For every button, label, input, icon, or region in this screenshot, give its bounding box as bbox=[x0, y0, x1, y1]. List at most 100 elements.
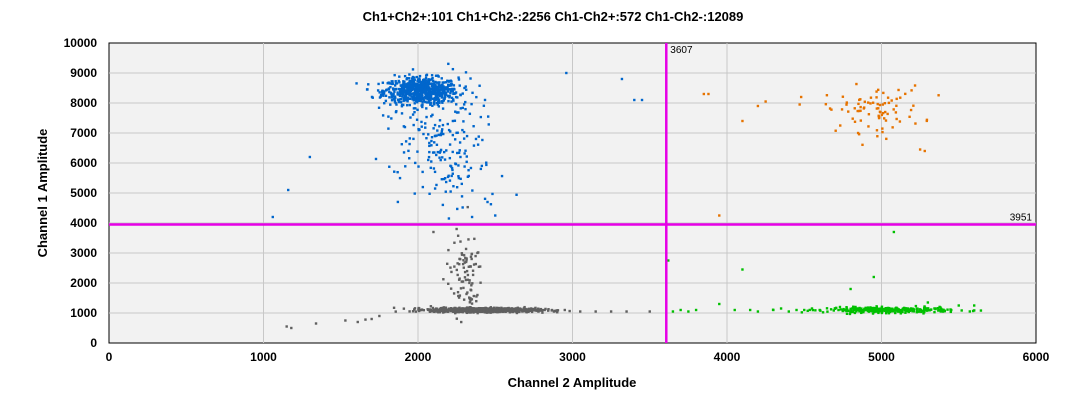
point-ch1-ch2 bbox=[447, 248, 450, 252]
point-ch1-ch2 bbox=[883, 101, 887, 105]
point-ch1-ch2 bbox=[748, 308, 752, 312]
point-ch1-ch2 bbox=[438, 100, 441, 104]
point-ch1-ch2 bbox=[425, 82, 429, 85]
point-ch1-ch2 bbox=[857, 133, 861, 136]
point-ch1-ch2 bbox=[853, 311, 857, 315]
point-ch1-ch2 bbox=[421, 103, 424, 106]
point-ch1-ch2 bbox=[314, 322, 318, 325]
point-ch1-ch2 bbox=[448, 309, 452, 312]
point-ch1-ch2 bbox=[452, 84, 456, 87]
point-ch1-ch2 bbox=[479, 281, 482, 284]
point-ch1-ch2 bbox=[435, 81, 439, 84]
point-ch1-ch2 bbox=[437, 98, 441, 101]
point-ch1-ch2 bbox=[488, 307, 492, 311]
point-ch1-ch2 bbox=[514, 307, 517, 310]
point-ch1-ch2 bbox=[432, 309, 435, 313]
point-ch1-ch2 bbox=[442, 311, 445, 314]
point-ch1-ch2 bbox=[940, 309, 944, 313]
point-ch1-ch2 bbox=[416, 88, 420, 91]
point-ch1-ch2 bbox=[463, 165, 466, 168]
point-ch1-ch2 bbox=[838, 305, 842, 309]
point-ch1-ch2 bbox=[404, 97, 407, 100]
point-ch1-ch2 bbox=[416, 94, 420, 97]
point-ch1-ch2 bbox=[460, 195, 464, 198]
point-ch1-ch2 bbox=[377, 82, 380, 86]
point-ch1-ch2 bbox=[402, 125, 406, 128]
point-ch1-ch2 bbox=[430, 139, 433, 143]
point-ch1-ch2 bbox=[465, 292, 468, 296]
point-ch1-ch2 bbox=[863, 100, 867, 103]
point-ch1-ch2 bbox=[867, 125, 870, 128]
point-ch1-ch2 bbox=[435, 143, 439, 147]
point-ch1-ch2 bbox=[487, 309, 491, 313]
point-ch1-ch2 bbox=[406, 82, 410, 85]
x-tick-label: 2000 bbox=[405, 350, 432, 364]
point-ch1-ch2 bbox=[460, 253, 464, 256]
point-ch1-ch2 bbox=[467, 238, 470, 241]
point-ch1-ch2 bbox=[400, 105, 404, 108]
point-ch1-ch2 bbox=[894, 111, 898, 114]
point-ch1-ch2 bbox=[447, 307, 451, 310]
point-ch1-ch2 bbox=[857, 308, 860, 312]
point-ch1-ch2 bbox=[441, 93, 444, 97]
point-ch1-ch2 bbox=[474, 137, 478, 141]
point-ch1-ch2 bbox=[875, 310, 878, 313]
point-ch1-ch2 bbox=[795, 308, 798, 312]
point-ch1-ch2 bbox=[455, 131, 458, 135]
point-ch1-ch2 bbox=[523, 305, 526, 309]
point-ch1-ch2 bbox=[449, 130, 452, 133]
point-ch1-ch2 bbox=[395, 110, 398, 113]
point-ch1-ch2 bbox=[437, 82, 440, 86]
point-ch1-ch2 bbox=[892, 108, 895, 111]
point-ch1-ch2 bbox=[399, 97, 403, 101]
point-ch1-ch2 bbox=[393, 95, 396, 98]
point-ch1-ch2 bbox=[441, 308, 444, 312]
point-ch1-ch2 bbox=[910, 89, 913, 92]
point-ch1-ch2 bbox=[455, 227, 458, 231]
point-ch1-ch2 bbox=[537, 310, 540, 313]
point-ch1-ch2 bbox=[421, 105, 424, 109]
point-ch1-ch2 bbox=[849, 311, 852, 314]
point-ch1-ch2 bbox=[437, 84, 441, 87]
point-ch1-ch2 bbox=[923, 310, 926, 314]
point-ch1-ch2 bbox=[367, 83, 370, 86]
point-ch1-ch2 bbox=[840, 108, 844, 111]
point-ch1-ch2 bbox=[426, 98, 429, 101]
point-ch1-ch2 bbox=[471, 273, 475, 277]
y-tick-label: 2000 bbox=[70, 276, 97, 290]
point-ch1-ch2 bbox=[394, 82, 398, 85]
point-ch1-ch2 bbox=[456, 151, 459, 155]
y-axis-label: Channel 1 Amplitude bbox=[35, 129, 50, 258]
point-ch1-ch2 bbox=[409, 89, 413, 93]
point-ch1-ch2 bbox=[412, 99, 416, 102]
point-ch1-ch2 bbox=[460, 307, 463, 311]
point-ch1-ch2 bbox=[424, 126, 427, 129]
point-ch1-ch2 bbox=[429, 96, 433, 99]
point-ch1-ch2 bbox=[388, 165, 391, 168]
point-ch1-ch2 bbox=[453, 88, 456, 91]
point-ch1-ch2 bbox=[392, 92, 395, 96]
point-ch1-ch2 bbox=[863, 307, 866, 311]
point-ch1-ch2 bbox=[431, 79, 435, 83]
point-ch1-ch2 bbox=[398, 176, 402, 180]
point-ch1-ch2 bbox=[483, 98, 487, 102]
point-ch1-ch2 bbox=[515, 311, 519, 315]
point-ch1-ch2 bbox=[818, 308, 821, 312]
point-ch1-ch2 bbox=[394, 310, 397, 313]
y-tick-label: 9000 bbox=[70, 66, 97, 80]
point-ch1-ch2 bbox=[460, 252, 464, 255]
y-tick-label: 8000 bbox=[70, 96, 97, 110]
point-ch1-ch2 bbox=[429, 166, 432, 170]
point-ch1-ch2 bbox=[447, 217, 451, 220]
point-ch1-ch2 bbox=[456, 262, 459, 265]
point-ch1-ch2 bbox=[871, 309, 875, 312]
point-ch1-ch2 bbox=[471, 189, 474, 192]
point-ch1-ch2 bbox=[400, 95, 404, 98]
point-ch1-ch2 bbox=[461, 280, 465, 283]
point-ch1-ch2 bbox=[390, 117, 393, 120]
point-ch1-ch2 bbox=[881, 127, 884, 130]
point-ch1-ch2 bbox=[476, 293, 479, 297]
point-ch1-ch2 bbox=[855, 82, 858, 86]
point-ch1-ch2 bbox=[385, 88, 388, 91]
